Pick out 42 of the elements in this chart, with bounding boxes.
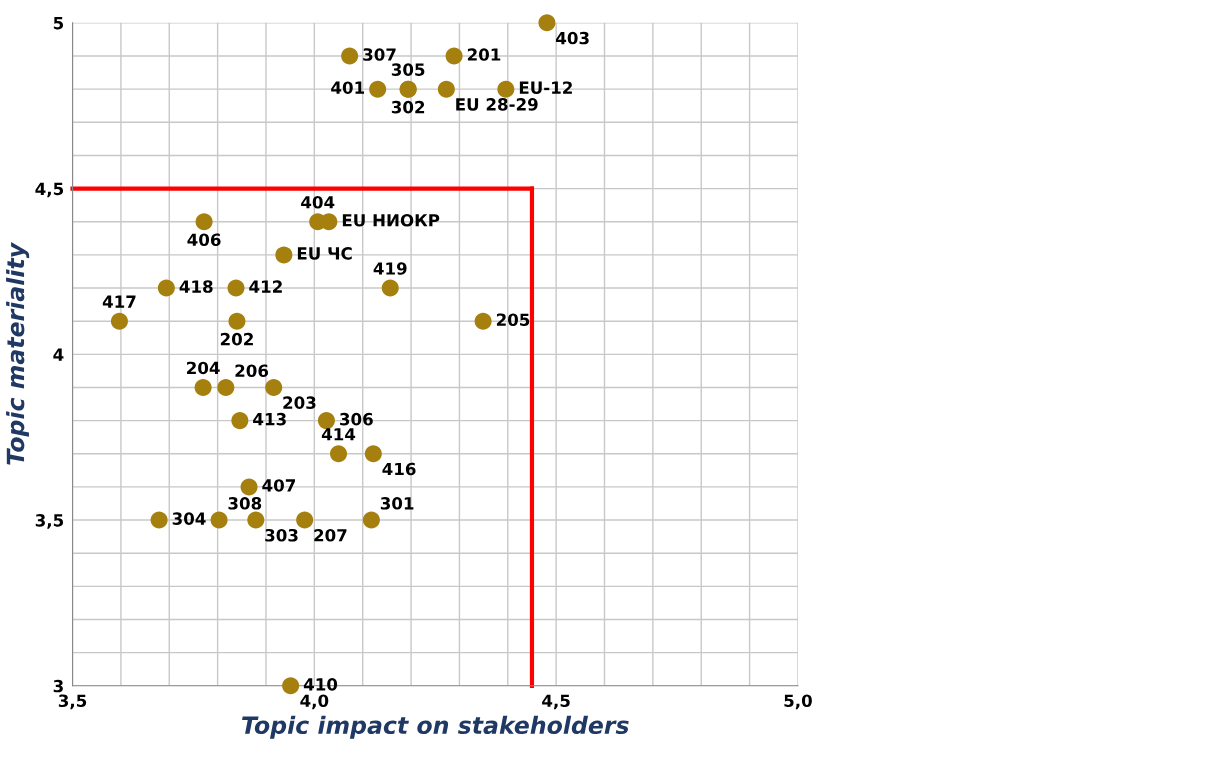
annotation: 202 [220,332,253,346]
annotation: 207 [314,528,347,542]
annotation: 203 [283,396,316,409]
y-tick-label: 5 [53,17,64,30]
annotation: 401 [331,81,365,94]
annotation: EU ЧС [297,247,352,260]
annotation: 205 [496,313,530,327]
x-tick-label: 4,5 [542,694,570,710]
annotation: EU-12 [519,81,572,94]
annotation: 407 [262,479,296,492]
annotation: 308 [228,497,262,510]
annotation: 412 [249,280,282,293]
annotation: 304 [172,512,206,525]
annotation: 414 [321,428,356,441]
annotation: 419 [373,262,407,275]
annotation: 305 [391,63,425,76]
annotation: 404 [301,195,335,209]
annotation: 307 [363,48,396,61]
annotation: EU НИОКР [342,213,440,227]
annotation: 204 [187,361,220,375]
annotation: 410 [303,678,338,691]
annotation: 418 [179,280,213,293]
annotation: 413 [253,412,286,426]
y-axis-title: Topic materiality [6,242,30,465]
annotation: 417 [102,295,136,308]
x-axis-title: Topic impact on stakeholders [242,715,629,739]
x-tick-label: 4,0 [300,694,329,710]
y-tick-label: 3 [53,679,63,693]
annotation: 302 [391,100,425,114]
annotation: EU 28-29 [456,98,538,111]
x-tick-label: 5,0 [784,694,812,710]
annotation: 201 [467,48,501,61]
annotation: 406 [187,233,221,247]
y-tick-label: 3,5 [35,514,64,529]
annotation: 306 [340,412,373,426]
annotation: 303 [265,528,298,542]
annotation: 403 [556,31,589,45]
annotation: 416 [382,462,416,476]
y-tick-label: 4,5 [35,182,64,198]
annotation: 206 [235,364,269,378]
annotation: 301 [380,497,414,510]
y-tick-label: 4 [53,348,64,361]
